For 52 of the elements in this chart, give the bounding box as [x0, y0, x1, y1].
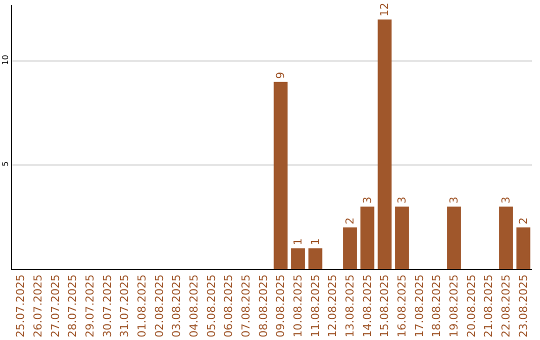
x-tick-label: 09.08.2025: [274, 274, 288, 338]
x-tick-label: 06.08.2025: [222, 274, 236, 338]
bar: [395, 206, 409, 269]
x-tick-label: 10.08.2025: [292, 274, 305, 338]
x-tick-label: 22.08.2025: [500, 274, 513, 338]
x-tick-label: 20.08.2025: [464, 274, 478, 338]
x-tick-label: 13.08.2025: [344, 274, 357, 338]
x-tick-label: 16.08.2025: [396, 274, 409, 338]
data-label: 2: [516, 217, 530, 224]
x-tick-label: 14.08.2025: [360, 274, 374, 338]
data-label: 12: [378, 2, 392, 17]
x-tick-label: 02.08.2025: [152, 274, 166, 338]
data-label: 1: [292, 238, 304, 246]
bar: [516, 227, 530, 269]
x-tick-label: 30.07.2025: [100, 274, 114, 338]
y-tick-label: 5: [0, 161, 10, 166]
x-tick-label: 29.07.2025: [84, 274, 97, 338]
data-label: 1: [308, 238, 322, 246]
data-label: 2: [344, 217, 356, 224]
bar: [499, 206, 513, 269]
data-label: 9: [274, 72, 288, 79]
x-tick-label: 04.08.2025: [188, 274, 201, 338]
x-tick-label: 28.07.2025: [66, 274, 80, 338]
x-tick-label: 19.08.2025: [448, 274, 461, 338]
data-label: 3: [500, 196, 512, 204]
y-tick-label: 10: [0, 54, 10, 66]
x-tick-label: 17.08.2025: [412, 274, 426, 338]
data-label: 3: [360, 196, 374, 204]
bar: [274, 82, 288, 269]
bar: [291, 248, 305, 269]
bar: [360, 206, 374, 269]
x-tick-label: 01.08.2025: [136, 274, 149, 338]
x-tick-label: 21.08.2025: [482, 274, 496, 338]
x-tick-label: 07.08.2025: [240, 274, 253, 338]
data-label: 3: [448, 196, 460, 204]
x-tick-label: 03.08.2025: [170, 274, 184, 338]
x-tick-label: 05.08.2025: [204, 274, 218, 338]
x-tick-label: 23.08.2025: [516, 274, 530, 338]
x-tick-label: 26.07.2025: [32, 274, 45, 338]
bar: [343, 227, 357, 269]
x-tick-label: 25.07.2025: [14, 274, 28, 338]
data-label: 3: [396, 196, 408, 204]
x-tick-label: 11.08.2025: [308, 274, 322, 338]
x-tick-label: 18.08.2025: [430, 274, 444, 338]
x-tick-label: 31.07.2025: [118, 274, 132, 338]
bar: [308, 248, 322, 269]
bar: [447, 206, 461, 269]
x-tick-label: 12.08.2025: [326, 274, 340, 338]
x-tick-label: 15.08.2025: [378, 274, 392, 338]
x-tick-label: 08.08.2025: [256, 274, 270, 338]
x-tick-label: 27.07.2025: [48, 274, 62, 338]
bar: [378, 20, 392, 269]
